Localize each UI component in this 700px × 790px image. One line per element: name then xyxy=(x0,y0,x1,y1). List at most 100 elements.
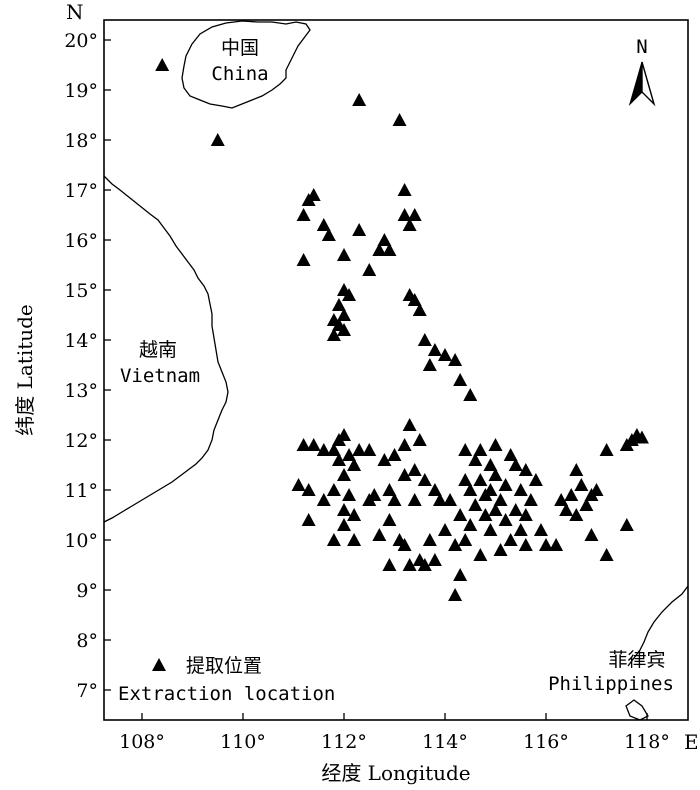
extraction-location-marker xyxy=(468,498,483,511)
extraction-location-marker xyxy=(347,458,362,471)
extraction-location-marker xyxy=(397,438,412,451)
region-label-china-zh: 中国 xyxy=(221,37,259,59)
extraction-location-marker xyxy=(407,208,422,221)
corner-north-label: N xyxy=(66,0,84,24)
region-label-vietnam-zh: 越南 xyxy=(139,339,177,361)
extraction-location-marker xyxy=(392,113,407,126)
extraction-location-marker xyxy=(458,443,473,456)
extraction-location-marker xyxy=(342,448,357,461)
extraction-location-marker xyxy=(453,508,468,521)
extraction-location-marker xyxy=(463,388,478,401)
extraction-location-marker xyxy=(407,463,422,476)
extraction-location-marker xyxy=(382,483,397,496)
latitude-tick-labels: 20° 19° 18° 17° 16° 15° 14° 13° 12° 11° … xyxy=(64,30,98,702)
lat-tick-label: 10° xyxy=(64,530,98,552)
extraction-location-marker xyxy=(342,488,357,501)
extraction-location-marker xyxy=(539,538,553,551)
extraction-location-marker xyxy=(498,478,513,491)
extraction-location-marker xyxy=(155,58,170,71)
extraction-location-marker xyxy=(291,478,306,491)
extraction-location-marker xyxy=(478,508,493,521)
extraction-location-marker xyxy=(473,443,488,456)
axis-ticks xyxy=(104,39,648,720)
lat-tick-label: 9° xyxy=(76,580,98,602)
extraction-location-marker xyxy=(326,328,341,341)
extraction-location-marker xyxy=(559,503,574,516)
extraction-location-marker xyxy=(488,503,503,516)
extraction-location-marker xyxy=(347,533,362,546)
extraction-location-marker xyxy=(362,263,377,276)
extraction-location-marker xyxy=(387,448,402,461)
extraction-location-marker xyxy=(331,298,346,311)
extraction-location-marker xyxy=(549,538,564,551)
lon-tick-label: 110° xyxy=(220,731,266,753)
extraction-location-marker xyxy=(296,253,311,266)
extraction-location-marker xyxy=(513,483,528,496)
extraction-location-marker xyxy=(513,523,528,536)
extraction-location-marker xyxy=(453,568,468,581)
extraction-location-marker xyxy=(427,343,442,356)
lat-tick-label: 8° xyxy=(76,630,98,652)
extraction-location-marker xyxy=(422,358,437,371)
extraction-location-marker xyxy=(347,508,362,521)
extraction-markers xyxy=(155,58,649,601)
extraction-location-marker xyxy=(634,430,649,444)
extraction-location-marker xyxy=(382,243,397,256)
extraction-location-marker xyxy=(569,508,584,521)
extraction-location-marker xyxy=(412,433,427,446)
extraction-location-marker xyxy=(458,533,473,546)
extraction-location-marker xyxy=(321,228,336,241)
extraction-location-marker xyxy=(518,508,533,521)
legend-label-zh: 提取位置 xyxy=(186,655,262,677)
extraction-location-marker xyxy=(316,218,331,231)
extraction-location-marker xyxy=(619,518,634,531)
hainan-coastline xyxy=(181,20,311,109)
extraction-location-marker xyxy=(362,443,377,456)
extraction-location-marker xyxy=(498,513,513,526)
extraction-location-marker xyxy=(523,493,538,506)
extraction-location-marker xyxy=(584,528,599,541)
region-label-philippines-zh: 菲律宾 xyxy=(608,649,665,671)
extraction-location-marker xyxy=(407,493,422,506)
extraction-location-marker xyxy=(417,473,432,486)
extraction-location-marker xyxy=(372,243,387,256)
extraction-location-marker xyxy=(432,493,447,506)
corner-east-label: E xyxy=(684,730,699,754)
extraction-location-marker xyxy=(326,443,341,456)
extraction-location-marker xyxy=(463,518,478,531)
extraction-location-marker xyxy=(417,333,432,346)
lat-tick-label: 20° xyxy=(64,30,98,52)
y-axis-title: 纬度 Latitude xyxy=(13,304,37,436)
extraction-location-marker xyxy=(337,248,351,261)
extraction-location-marker xyxy=(337,428,351,441)
extraction-location-marker xyxy=(483,458,498,471)
extraction-location-marker xyxy=(448,353,463,366)
extraction-location-marker xyxy=(448,538,463,551)
extraction-location-marker xyxy=(301,193,316,206)
extraction-location-marker xyxy=(301,513,316,526)
lat-tick-label: 17° xyxy=(64,180,98,202)
philippines-coastline xyxy=(627,585,689,667)
extraction-location-marker xyxy=(458,473,473,486)
extraction-location-marker xyxy=(337,323,351,336)
extraction-location-marker xyxy=(412,303,427,316)
lat-tick-label: 7° xyxy=(76,680,98,702)
legend-label-en: Extraction location xyxy=(118,683,335,705)
extraction-location-marker xyxy=(528,473,543,486)
extraction-location-marker xyxy=(448,588,463,601)
extraction-location-marker xyxy=(407,293,422,306)
extraction-location-marker xyxy=(508,458,523,471)
extraction-location-marker xyxy=(397,468,412,481)
lat-tick-label: 13° xyxy=(64,380,98,402)
extraction-location-marker xyxy=(579,498,594,511)
extraction-location-marker xyxy=(554,493,569,506)
extraction-location-marker xyxy=(438,523,452,536)
extraction-location-marker xyxy=(352,443,367,456)
extraction-location-marker xyxy=(443,493,458,506)
extraction-location-marker xyxy=(493,493,508,506)
extraction-location-marker xyxy=(564,488,579,501)
extraction-location-marker xyxy=(493,543,508,556)
lat-tick-label: 15° xyxy=(64,280,98,302)
lon-tick-label: 118° xyxy=(624,731,670,753)
